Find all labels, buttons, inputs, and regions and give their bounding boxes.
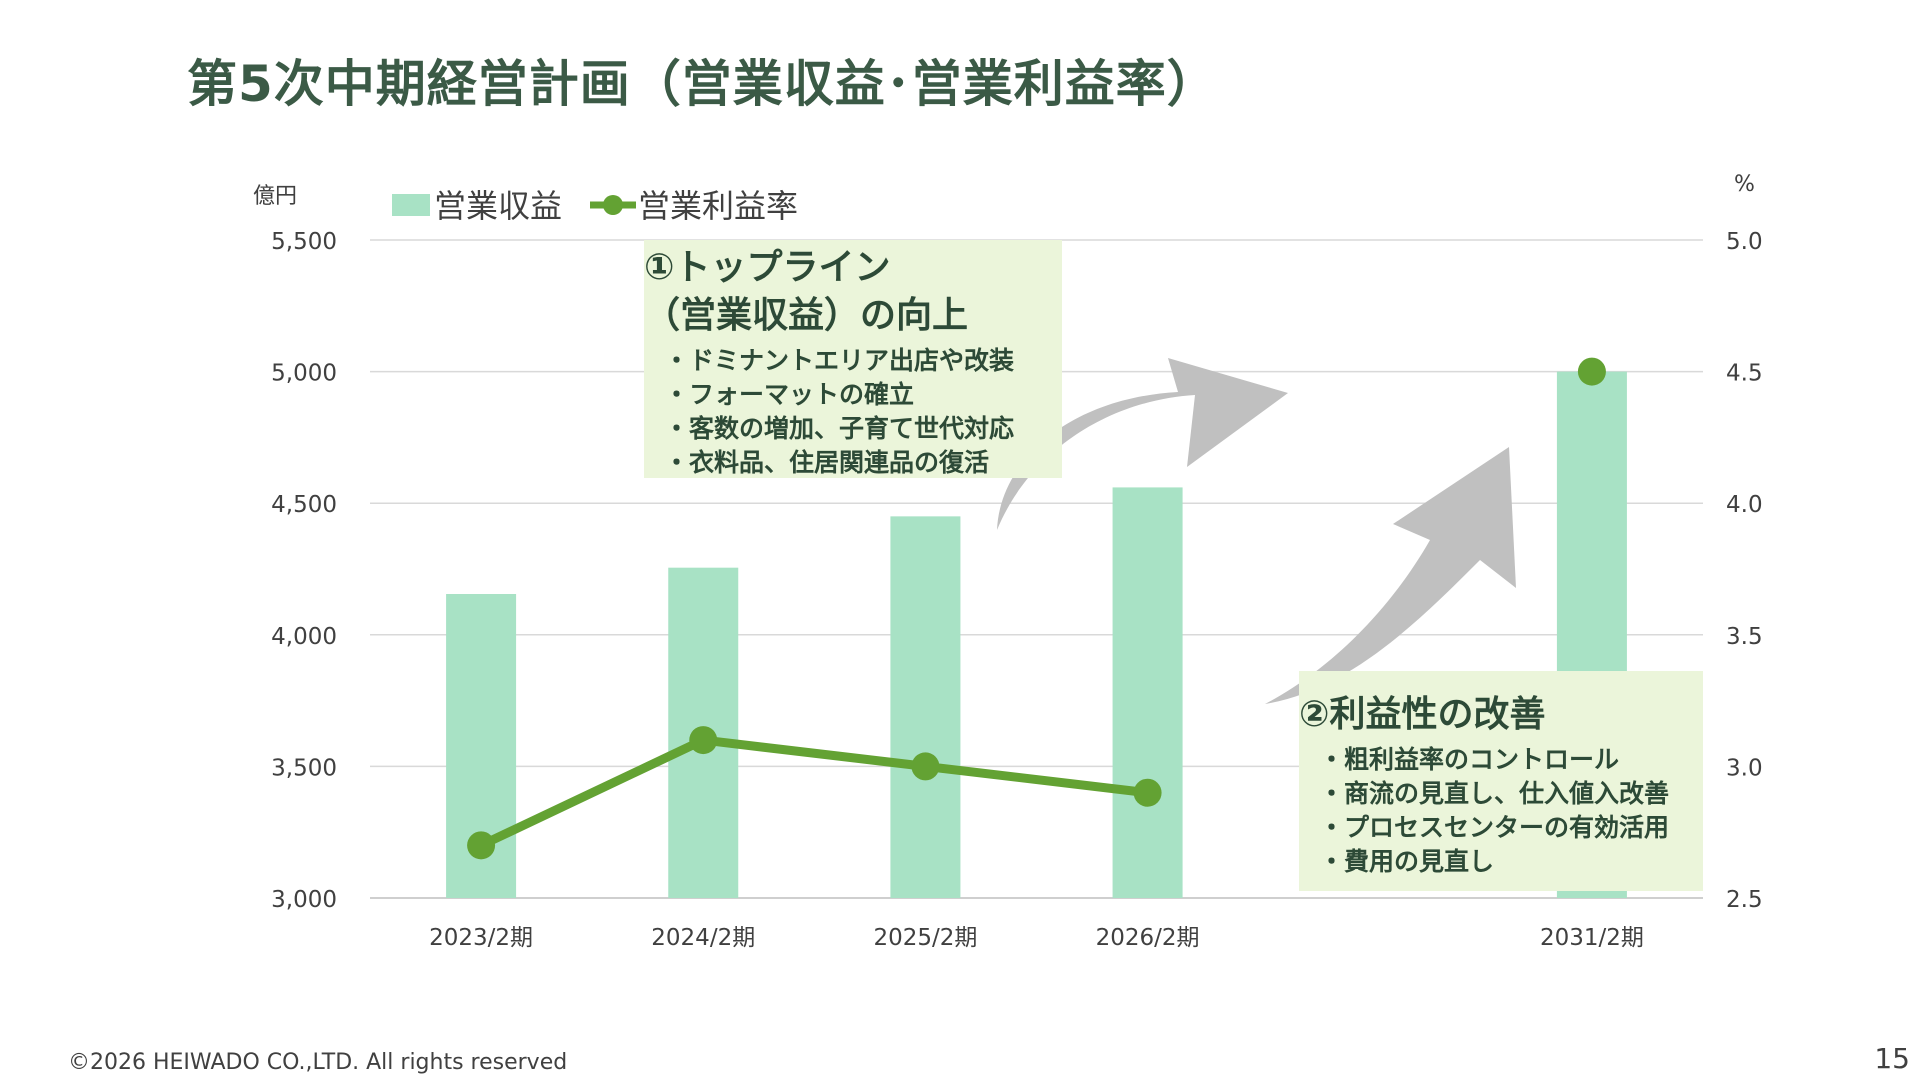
profitability-item: 費用の見直し (1319, 845, 1703, 879)
x-tick-label: 2024/2期 (651, 925, 755, 951)
y-left-tick-label: 4,000 (271, 624, 337, 650)
left-axis-unit: 億円 (253, 184, 298, 209)
legend-label-revenue: 営業収益 (434, 187, 562, 225)
legend-swatch-revenue (392, 194, 430, 216)
margin-point (911, 752, 940, 781)
x-tick-label: 2031/2期 (1540, 925, 1644, 951)
profitability-item: 粗利益率のコントロール (1319, 743, 1703, 777)
y-left-tick-label: 3,000 (271, 887, 337, 913)
x-tick-label: 2023/2期 (429, 925, 533, 951)
margin-point-target (1577, 357, 1606, 386)
margin-point (467, 831, 496, 860)
x-tick-label: 2025/2期 (873, 925, 977, 951)
topline-heading-1: ①トップライン (644, 247, 891, 288)
revenue-bar (1112, 487, 1183, 898)
topline-heading-2: （営業収益）の向上 (644, 295, 969, 336)
legend-label-margin: 営業利益率 (638, 187, 798, 225)
right-axis-unit: % (1734, 172, 1755, 197)
page-title: 第5次中期経営計画（営業収益･営業利益率） (187, 55, 1218, 113)
x-tick-label: 2026/2期 (1096, 925, 1200, 951)
y-right-tick-label: 4.0 (1726, 492, 1763, 518)
y-left-tick-label: 3,500 (271, 755, 337, 781)
growth-arrow-icon (997, 358, 1288, 530)
y-right-tick-label: 3.5 (1726, 624, 1763, 650)
y-left-tick-label: 5,500 (271, 229, 337, 255)
margin-point (1133, 778, 1162, 807)
profitability-item: 商流の見直し、仕入値入改善 (1319, 777, 1703, 811)
y-right-tick-label: 2.5 (1726, 887, 1763, 913)
profitability-item: プロセスセンターの有効活用 (1319, 811, 1703, 845)
topline-callout: ①トップライン （営業収益）の向上 ドミナントエリア出店や改装 フォーマットの確… (644, 240, 1062, 478)
profitability-heading: ②利益性の改善 (1299, 694, 1546, 735)
profitability-callout: ②利益性の改善 粗利益率のコントロール 商流の見直し、仕入値入改善 プロセスセン… (1299, 671, 1703, 891)
y-left-tick-label: 4,500 (271, 492, 337, 518)
topline-item: フォーマットの確立 (664, 378, 1062, 412)
y-left-tick-label: 5,000 (271, 361, 337, 387)
margin-point (689, 726, 718, 755)
improvement-arrow-icon (1265, 447, 1516, 704)
margin-line (479, 735, 1149, 850)
y-right-tick-label: 3.0 (1726, 755, 1763, 781)
page-number: 15 (1874, 1042, 1910, 1075)
revenue-bar (890, 516, 961, 898)
topline-item: 客数の増加、子育て世代対応 (664, 412, 1062, 446)
y-right-tick-label: 4.5 (1726, 361, 1763, 387)
copyright-footer: ©2026 HEIWADO CO.,LTD. All rights reserv… (68, 1050, 568, 1075)
topline-item: ドミナントエリア出店や改装 (664, 344, 1062, 378)
legend-marker-margin (603, 195, 623, 215)
topline-item: 衣料品、住居関連品の復活 (664, 446, 1062, 480)
y-right-tick-label: 5.0 (1726, 229, 1763, 255)
